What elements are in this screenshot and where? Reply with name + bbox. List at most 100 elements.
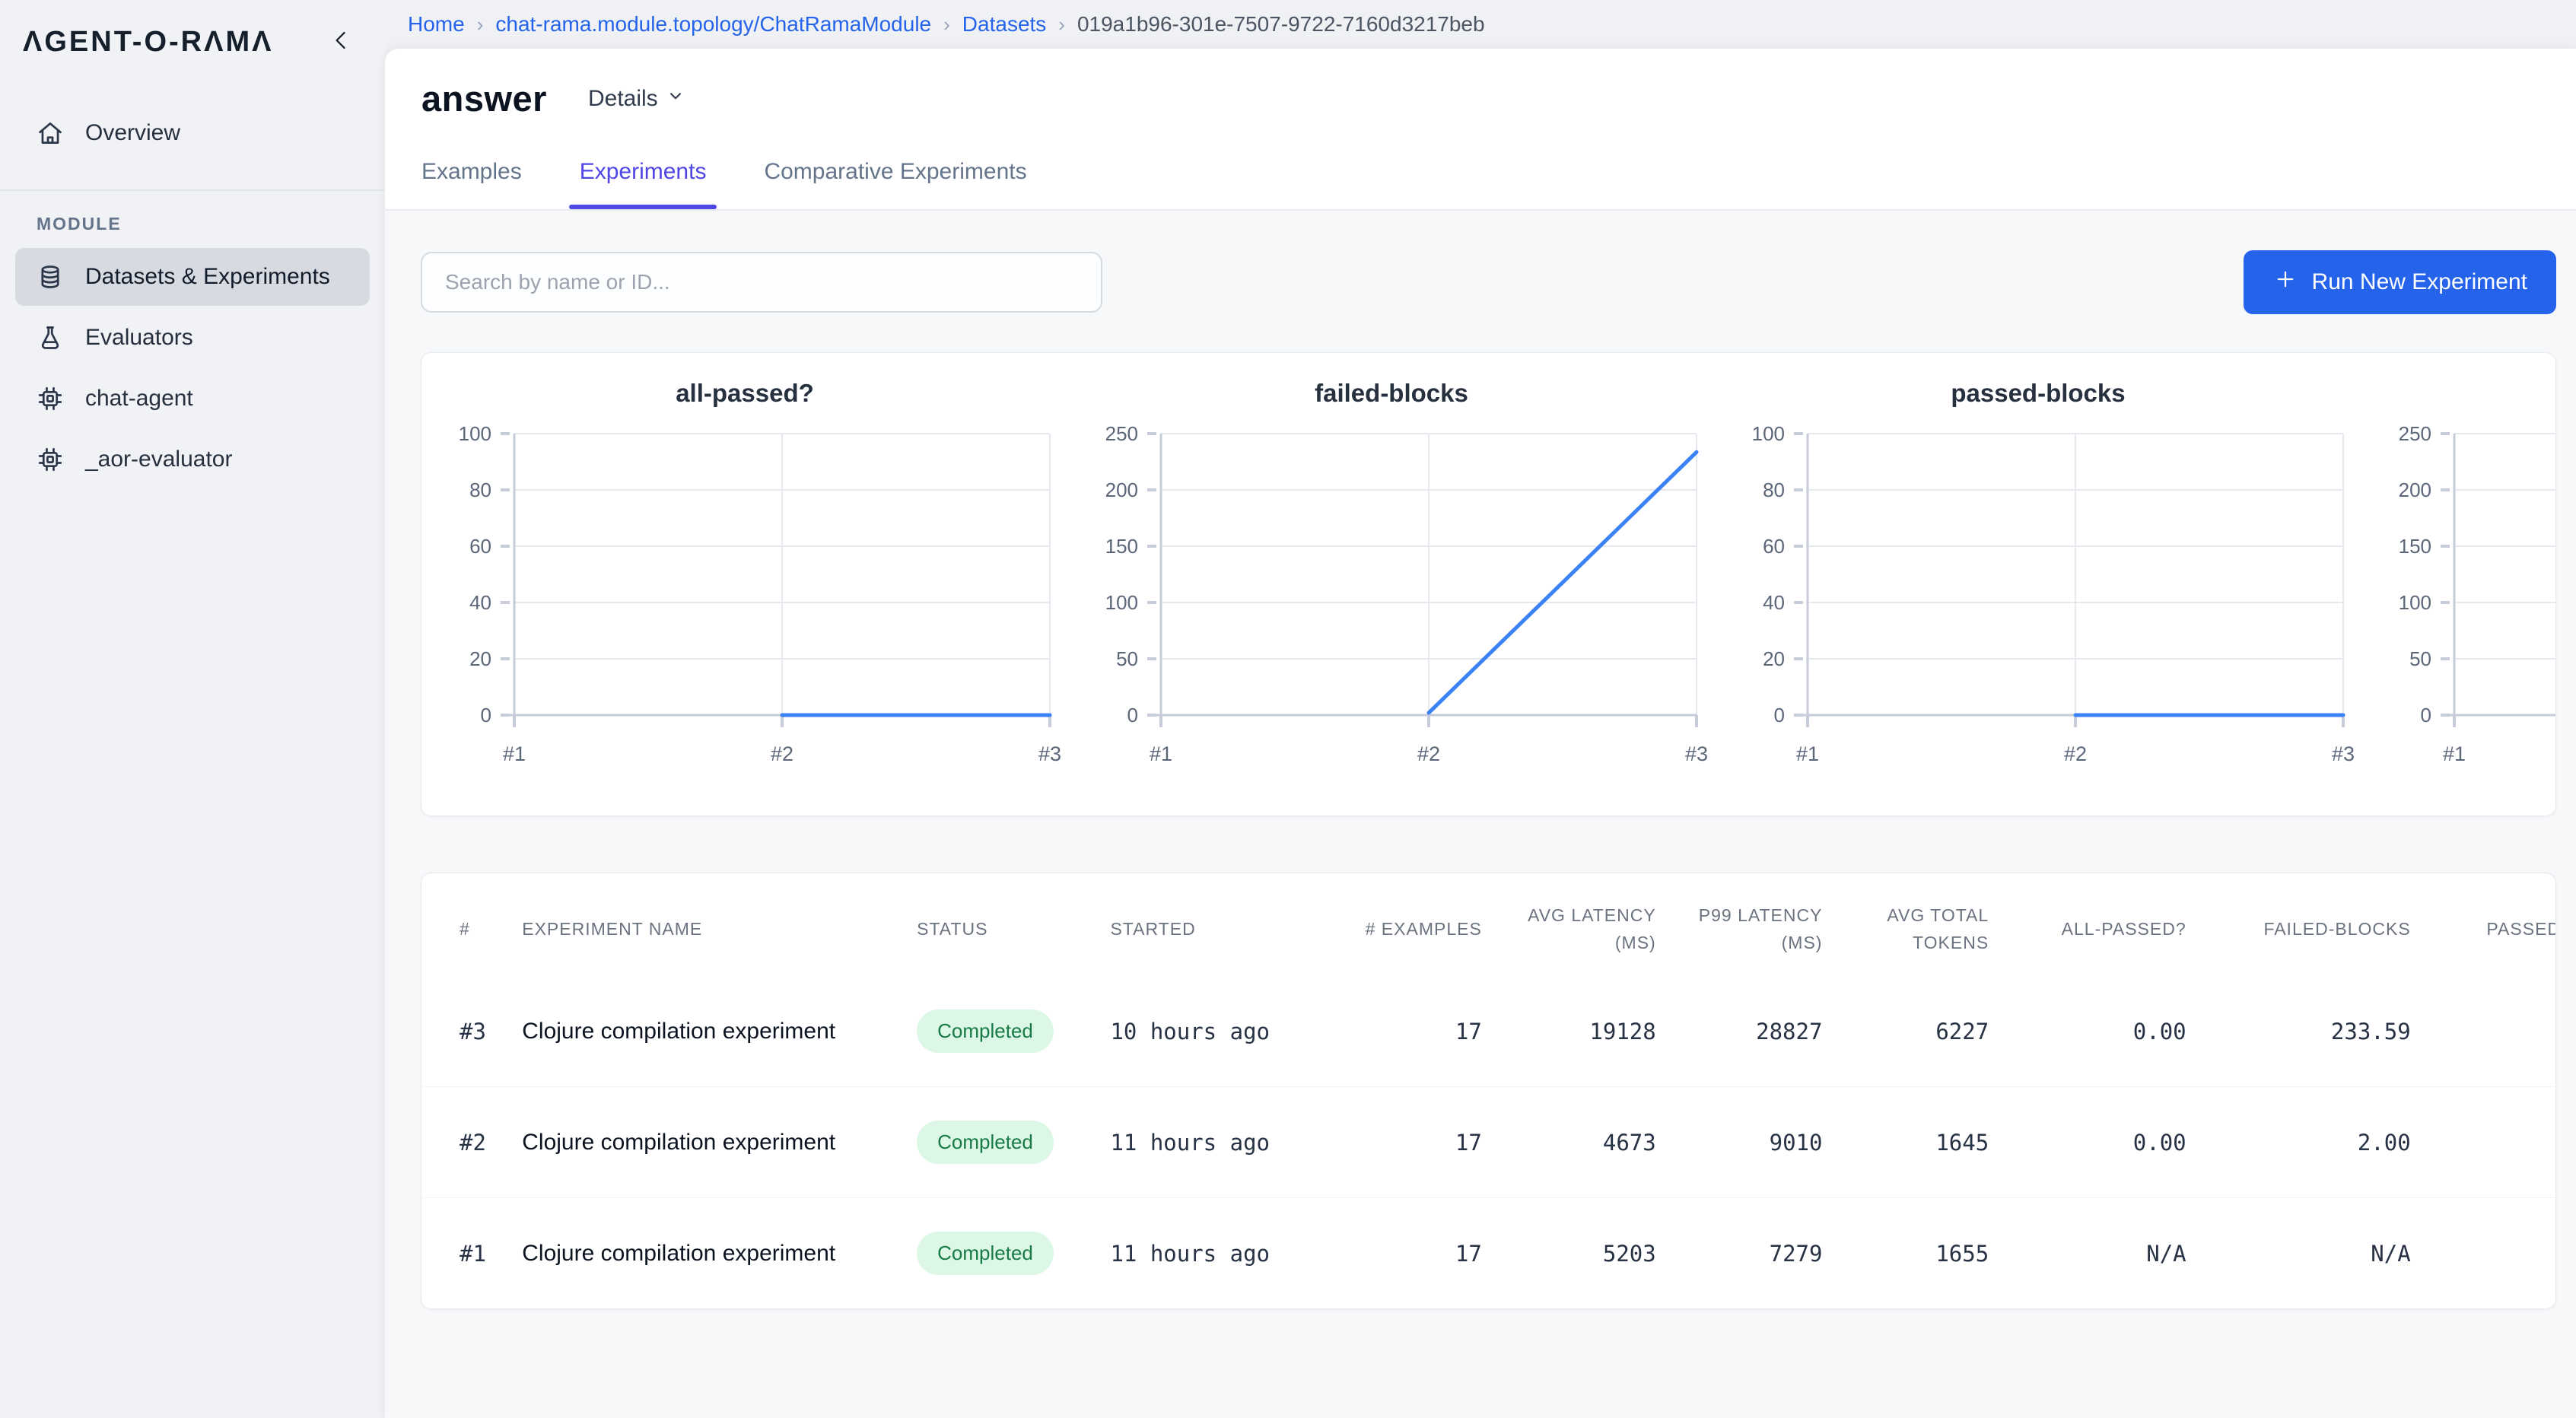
cell-status: Completed xyxy=(917,976,1110,1087)
svg-text:#3: #3 xyxy=(2332,742,2355,765)
svg-text:100: 100 xyxy=(2399,591,2431,614)
svg-text:40: 40 xyxy=(469,591,491,614)
experiment-row-2[interactable]: #2Clojure compilation experimentComplete… xyxy=(421,1087,2556,1198)
tab-examples[interactable]: Examples xyxy=(421,159,522,209)
sidebar-header: ΛGENT-O-RΛMΛ xyxy=(0,0,385,81)
app-root: ΛGENT-O-RΛMΛ Overview MODULE Datasets & … xyxy=(0,0,2576,1418)
run-new-experiment-button[interactable]: Run New Experiment xyxy=(2244,250,2556,314)
cell-status: Completed xyxy=(917,1087,1110,1198)
flask-icon xyxy=(37,324,64,351)
chart-title: passed-blocks xyxy=(1715,379,2361,414)
sidebar-item-evaluators[interactable]: Evaluators xyxy=(15,309,370,367)
svg-text:80: 80 xyxy=(1763,478,1785,501)
svg-text:#1: #1 xyxy=(1150,742,1172,765)
breadcrumb-link[interactable]: chat-rama.module.topology/ChatRamaModule xyxy=(495,12,931,37)
sidebar: ΛGENT-O-RΛMΛ Overview MODULE Datasets & … xyxy=(0,0,385,1418)
svg-text:20: 20 xyxy=(469,647,491,670)
cell-examples: 17 xyxy=(1343,1198,1482,1309)
cell-p99-latency: 9010 xyxy=(1656,1087,1823,1198)
svg-text:80: 80 xyxy=(469,478,491,501)
cell-examples: 17 xyxy=(1343,1087,1482,1198)
svg-text:0: 0 xyxy=(1774,704,1785,726)
experiment-charts-card: all-passed?020406080100#1#2#3failed-bloc… xyxy=(421,352,2556,816)
table-header-row: #EXPERIMENT NAMESTATUSSTARTED# EXAMPLESA… xyxy=(421,873,2556,976)
database-icon xyxy=(37,263,64,291)
svg-text:#1: #1 xyxy=(2443,742,2466,765)
sidebar-section-label: MODULE xyxy=(0,214,385,245)
sidebar-item-label: _aor-evaluator xyxy=(85,447,232,472)
sidebar-item-datasets-experiments[interactable]: Datasets & Experiments xyxy=(15,248,370,306)
breadcrumb-link[interactable]: Home xyxy=(408,12,465,37)
details-dropdown-button[interactable]: Details xyxy=(588,86,685,112)
sidebar-item-overview[interactable]: Overview xyxy=(15,104,370,162)
column-header-experiment-name: EXPERIMENT NAME xyxy=(522,873,917,976)
column-header-avg-latency-ms: AVG LATENCY (MS) xyxy=(1482,873,1656,976)
search-input[interactable] xyxy=(421,252,1102,313)
status-badge: Completed xyxy=(917,1121,1054,1164)
status-badge: Completed xyxy=(917,1232,1054,1275)
cell-passed-blocks xyxy=(2411,1087,2556,1198)
column-header-all-passed: ALL-PASSED? xyxy=(1989,873,2186,976)
svg-text:250: 250 xyxy=(1105,422,1138,445)
cell-started: 11 hours ago xyxy=(1110,1087,1342,1198)
column-header-status: STATUS xyxy=(917,873,1110,976)
svg-text:50: 50 xyxy=(1116,647,1138,670)
run-button-label: Run New Experiment xyxy=(2312,269,2527,295)
experiments-table-card: #EXPERIMENT NAMESTATUSSTARTED# EXAMPLESA… xyxy=(421,873,2556,1309)
cell-all-passed: 0.00 xyxy=(1989,1087,2186,1198)
cell-avg-tokens: 1655 xyxy=(1822,1198,1989,1309)
svg-text:60: 60 xyxy=(1763,535,1785,558)
cell-status: Completed xyxy=(917,1198,1110,1309)
svg-text:250: 250 xyxy=(2399,422,2431,445)
breadcrumb-separator: › xyxy=(477,13,484,37)
cell-experiment-name: Clojure compilation experiment xyxy=(522,1087,917,1198)
chart-canvas: 020406080100#1#2#3 xyxy=(421,420,1068,816)
svg-text:50: 50 xyxy=(2409,647,2431,670)
svg-text:200: 200 xyxy=(2399,478,2431,501)
chart-failed-blocks: failed-blocks050100150200250#1#2#3 xyxy=(1068,379,1715,816)
sidebar-collapse-button[interactable] xyxy=(329,27,355,57)
column-header-avg-total-tokens: AVG TOTAL TOKENS xyxy=(1822,873,1989,976)
cell-avg-tokens: 6227 xyxy=(1822,976,1989,1087)
svg-text:20: 20 xyxy=(1763,647,1785,670)
sidebar-divider xyxy=(0,189,385,191)
content-body: Run New Experiment all-passed?0204060801… xyxy=(385,211,2576,1418)
svg-text:#3: #3 xyxy=(1038,742,1061,765)
sidebar-item-label: Datasets & Experiments xyxy=(85,264,330,290)
column-header-examples: # EXAMPLES xyxy=(1343,873,1482,976)
svg-text:#2: #2 xyxy=(771,742,793,765)
cell-failed-blocks: N/A xyxy=(2186,1198,2411,1309)
breadcrumb-link[interactable]: Datasets xyxy=(962,12,1047,37)
chart-all-passed?: all-passed?020406080100#1#2#3 xyxy=(421,379,1068,816)
column-header-passed-blocks: PASSED-BLOCKS xyxy=(2411,873,2556,976)
chevron-down-icon xyxy=(666,86,685,112)
experiment-row-1[interactable]: #1Clojure compilation experimentComplete… xyxy=(421,1198,2556,1309)
breadcrumb: Home › chat-rama.module.topology/ChatRamaM… xyxy=(385,0,2576,49)
experiment-row-3[interactable]: #3Clojure compilation experimentComplete… xyxy=(421,976,2556,1087)
column-header-failed-blocks: FAILED-BLOCKS xyxy=(2186,873,2411,976)
tab-bar: Examples Experiments Comparative Experimen… xyxy=(421,159,2576,209)
svg-text:40: 40 xyxy=(1763,591,1785,614)
chart-passed-blocks: passed-blocks020406080100#1#2#3 xyxy=(1715,379,2361,816)
cell-failed-blocks: 2.00 xyxy=(2186,1087,2411,1198)
cell-number: #1 xyxy=(421,1198,522,1309)
svg-text:0: 0 xyxy=(1127,704,1138,726)
cell-failed-blocks: 233.59 xyxy=(2186,976,2411,1087)
column-header-started: STARTED xyxy=(1110,873,1342,976)
cell-passed-blocks xyxy=(2411,976,2556,1087)
tab-experiments[interactable]: Experiments xyxy=(580,159,707,209)
experiments-table: #EXPERIMENT NAMESTATUSSTARTED# EXAMPLESA… xyxy=(421,873,2556,1308)
svg-text:#2: #2 xyxy=(2064,742,2087,765)
sidebar-item-aor-evaluator[interactable]: _aor-evaluator xyxy=(15,431,370,488)
cell-avg-tokens: 1645 xyxy=(1822,1087,1989,1198)
svg-text:200: 200 xyxy=(1105,478,1138,501)
tab-comparative-experiments[interactable]: Comparative Experiments xyxy=(764,159,1026,209)
cell-experiment-name: Clojure compilation experiment xyxy=(522,1198,917,1309)
brand-logo[interactable]: ΛGENT-O-RΛMΛ xyxy=(23,26,273,59)
cell-started: 10 hours ago xyxy=(1110,976,1342,1087)
details-label: Details xyxy=(588,86,658,112)
sidebar-item-chat-agent[interactable]: chat-agent xyxy=(15,370,370,428)
sidebar-nav: Overview MODULE Datasets & Experiments Ev… xyxy=(0,81,385,488)
sidebar-item-label: Evaluators xyxy=(85,325,193,351)
svg-text:0: 0 xyxy=(481,704,491,726)
